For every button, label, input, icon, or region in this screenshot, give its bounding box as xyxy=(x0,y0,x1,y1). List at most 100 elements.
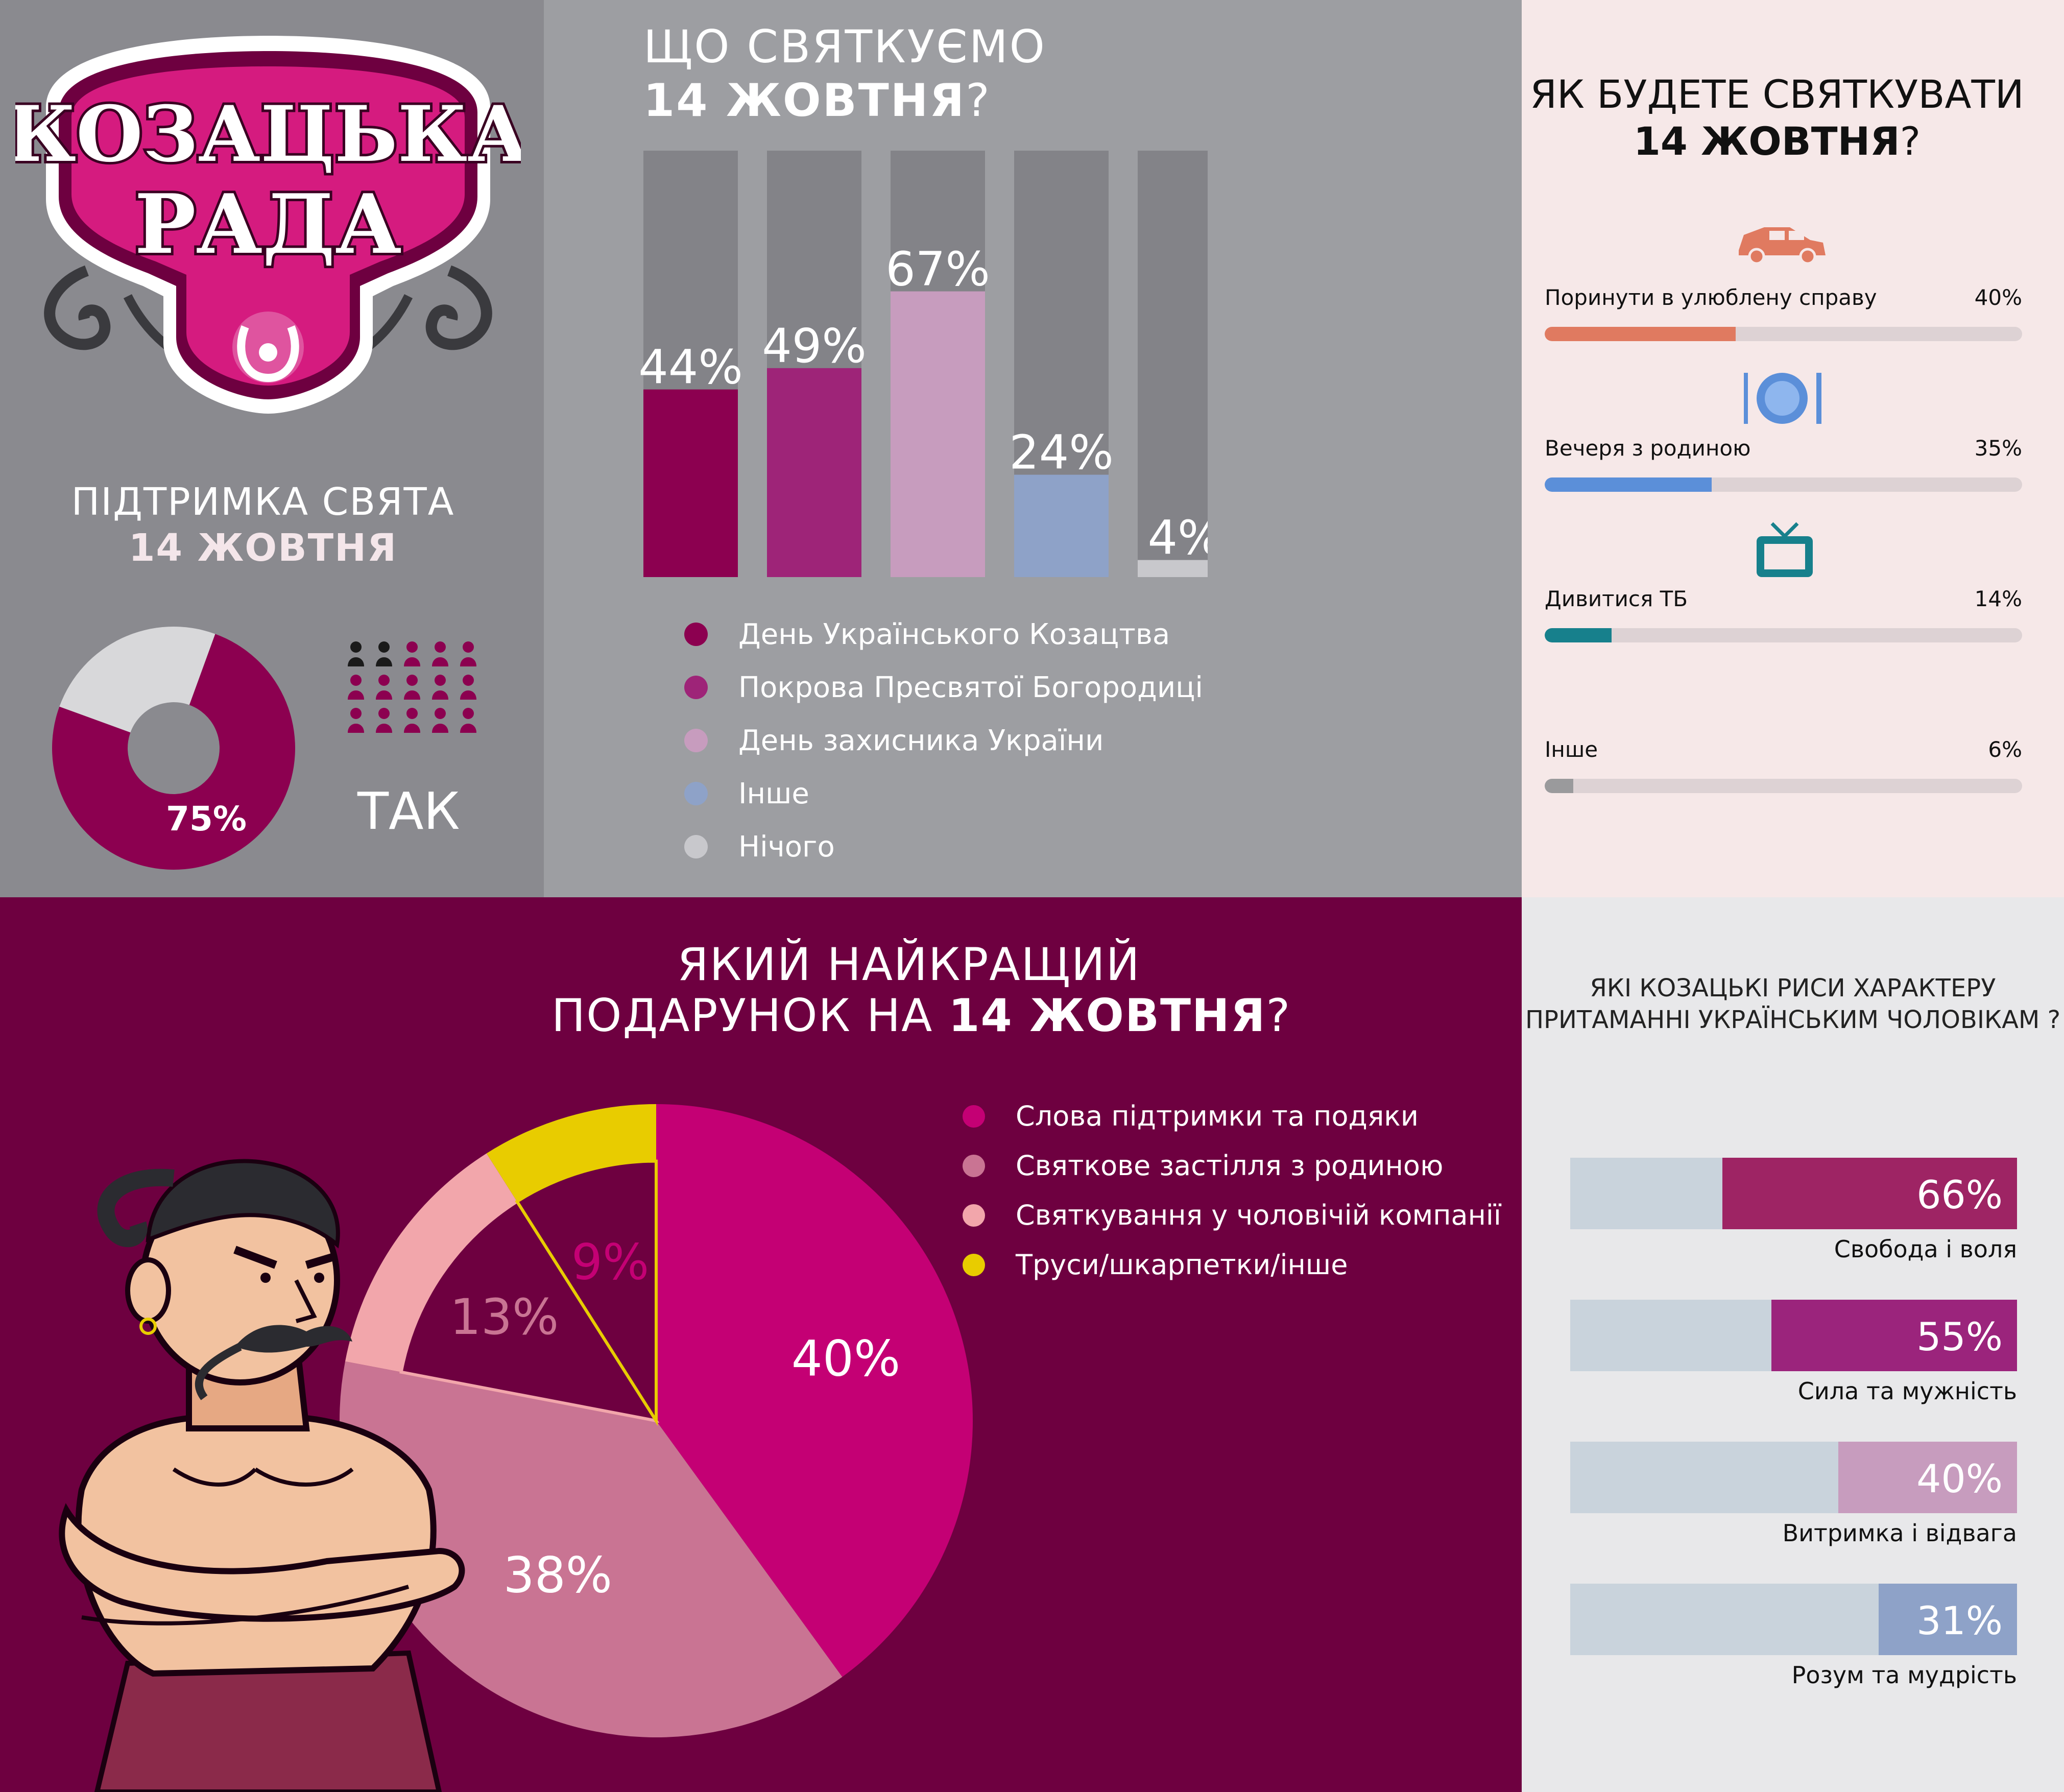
trait-row: 31% Розум та мудрість xyxy=(1570,1584,2017,1726)
how-value: 14% xyxy=(1974,586,2022,611)
how-bar-track xyxy=(1545,779,2022,793)
person-icon xyxy=(460,675,476,700)
gift-title-line1: ЯКИЙ НАЙКРАЩИЙ xyxy=(677,938,1141,991)
trait-value: 55% xyxy=(1916,1314,2003,1359)
gift-legend-label: Святкування у чоловічій компанії xyxy=(1016,1199,1501,1231)
legend-swatch xyxy=(963,1154,985,1177)
support-answer: ТАК xyxy=(357,781,460,841)
how-bar-track xyxy=(1545,477,2022,492)
how-bar-track xyxy=(1545,327,2022,341)
trait-bar-track: 55% xyxy=(1570,1300,2017,1371)
gift-title-date: 14 ЖОВТНЯ xyxy=(948,989,1266,1042)
gift-legend-item: Святкування у чоловічій компанії xyxy=(963,1190,1501,1240)
gift-slice-0 xyxy=(656,1104,973,1677)
legend-swatch xyxy=(684,782,708,805)
legend-item: Інше xyxy=(684,767,1203,820)
traits-title-line2: ПРИТАМАННІ УКРАЇНСЬКИМ ЧОЛОВІКАМ ? xyxy=(1525,1006,2061,1034)
support-panel: КОЗАЦЬКА РАДА ПІДТРИМКА СВЯТА 14 ЖОВТНЯ … xyxy=(0,0,544,897)
person-icon xyxy=(348,641,364,666)
person-icon xyxy=(432,708,448,733)
dinner-plate-icon xyxy=(1744,373,1821,424)
gift-slice-label: 40% xyxy=(791,1330,900,1387)
cossack-traits-panel: ЯКІ КОЗАЦЬКІ РИСИ ХАРАКТЕРУ ПРИТАМАННІ У… xyxy=(1522,897,2064,1792)
how-value: 6% xyxy=(1988,737,2022,762)
how-label: Інше xyxy=(1545,737,1598,762)
how-value: 40% xyxy=(1974,285,2022,310)
how-title-line2: 14 ЖОВТНЯ? xyxy=(1522,118,2032,164)
what-title-line2: 14 ЖОВТНЯ? xyxy=(643,74,991,127)
what-title-line1: ЩО СВЯТКУЄМО xyxy=(643,20,1046,73)
how-row: Дивитися ТБ 14% xyxy=(1545,521,2022,672)
how-label: Вечеря з родиною xyxy=(1545,436,1751,461)
legend-swatch xyxy=(963,1253,985,1276)
person-icon xyxy=(460,708,476,733)
how-celebrate-panel: ЯК БУДЕТЕ СВЯТКУВАТИ 14 ЖОВТНЯ? Поринути… xyxy=(1522,0,2064,897)
how-bar-list: Поринути в улюблену справу 40% Вечеря з ро… xyxy=(1545,220,2022,804)
gift-legend-label: Слова підтримки та подяки xyxy=(1016,1100,1419,1132)
legend-label: День Українського Козацтва xyxy=(738,617,1170,651)
person-icon xyxy=(348,675,364,700)
trait-label: Свобода і воля xyxy=(1834,1235,2017,1263)
person-icon xyxy=(376,641,392,666)
gift-title-pre: ПОДАРУНОК НА xyxy=(551,989,949,1042)
legend-item: Нічого xyxy=(684,820,1203,873)
logo-line2: РАДА xyxy=(134,176,401,272)
how-row: Вечеря з родиною 35% xyxy=(1545,370,2022,521)
gift-slice-label: 9% xyxy=(571,1233,649,1291)
person-icon xyxy=(404,675,420,700)
legend-swatch xyxy=(684,676,708,699)
gift-title-question: ? xyxy=(1266,989,1291,1042)
legend-label: Нічого xyxy=(738,830,835,864)
what-title-question: ? xyxy=(966,74,991,127)
brand-logo: КОЗАЦЬКА РАДА xyxy=(15,36,521,414)
car-icon xyxy=(1739,227,1826,265)
person-icon xyxy=(432,641,448,666)
bar-0 xyxy=(643,389,738,577)
people-icon-grid xyxy=(348,641,476,733)
traits-bar-list: 66% Свобода і воля 55% Сила та мужність 40% В… xyxy=(1570,1158,2017,1726)
how-value: 35% xyxy=(1974,436,2022,461)
legend-label: День захисника України xyxy=(738,724,1104,757)
tv-icon xyxy=(1757,522,1813,577)
how-bar-fill xyxy=(1545,477,1712,492)
bar-4 xyxy=(1138,560,1208,577)
support-donut-chart xyxy=(52,627,295,870)
how-label: Дивитися ТБ xyxy=(1545,586,1688,611)
gift-pie-chart: 40% 38% 13%9% xyxy=(340,1104,973,1737)
what-title-date: 14 ЖОВТНЯ xyxy=(643,74,966,127)
trait-bar-fill xyxy=(1838,1442,2017,1513)
gift-slice-label: 38% xyxy=(503,1547,612,1604)
what-we-celebrate-panel: ЩО СВЯТКУЄМО 14 ЖОВТНЯ? 44% 49% 67% 24% 4% Д… xyxy=(544,0,1522,897)
gift-legend: Слова підтримки та подяки Святкове застіл… xyxy=(963,1091,1501,1289)
what-legend: День Українського Козацтва Покрова Пресвя… xyxy=(684,608,1203,873)
trait-bar-track: 40% xyxy=(1570,1442,2017,1513)
bar-label: 44% xyxy=(638,340,742,395)
gift-slice-inner xyxy=(399,1199,660,1423)
trait-row: 40% Витримка і відвага xyxy=(1570,1442,2017,1584)
trait-value: 66% xyxy=(1916,1172,2003,1217)
what-bar-chart: 44% 49% 67% 24% 4% xyxy=(638,151,1208,577)
how-bar-fill xyxy=(1545,628,1612,642)
trait-row: 55% Сила та мужність xyxy=(1570,1300,2017,1442)
how-title-question: ? xyxy=(1900,118,1921,164)
person-icon xyxy=(404,641,420,666)
how-row: Поринути в улюблену справу 40% xyxy=(1545,220,2022,370)
legend-swatch xyxy=(684,729,708,752)
legend-label: Інше xyxy=(738,777,809,810)
person-icon xyxy=(376,675,392,700)
how-bar-fill xyxy=(1545,327,1736,341)
trait-label: Витримка і відвага xyxy=(1782,1519,2017,1547)
legend-label: Покрова Пресвятої Богородиці xyxy=(738,671,1203,704)
cossack-illustration xyxy=(59,1159,465,1792)
traits-title-line1: ЯКІ КОЗАЦЬКІ РИСИ ХАРАКТЕРУ xyxy=(1590,974,1996,1002)
trait-bar-track: 66% xyxy=(1570,1158,2017,1229)
legend-item: Покрова Пресвятої Богородиці xyxy=(684,661,1203,714)
bar-1 xyxy=(767,368,861,577)
support-percent-label: 75% xyxy=(166,799,247,839)
logo-line1: КОЗАЦЬКА xyxy=(15,89,521,179)
trait-row: 66% Свобода і воля xyxy=(1570,1158,2017,1300)
trait-label: Розум та мудрість xyxy=(1791,1661,2017,1689)
person-icon xyxy=(376,708,392,733)
bar-2 xyxy=(891,291,985,577)
bar-label: 49% xyxy=(762,319,866,373)
